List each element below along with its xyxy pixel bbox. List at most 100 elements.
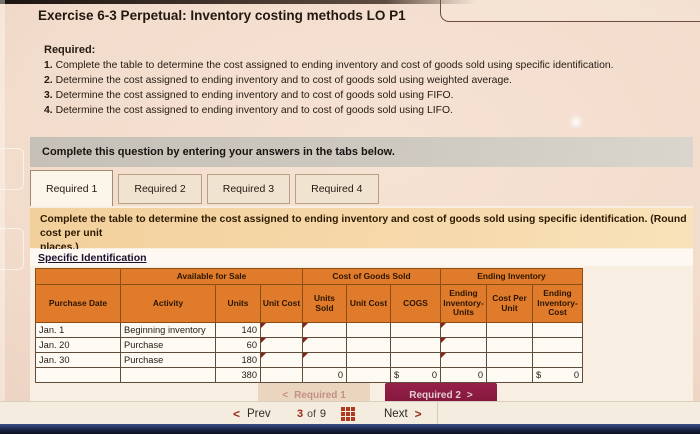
group-header-cogs: Cost of Goods Sold	[302, 268, 441, 285]
table-row-jan-30: Jan. 30 Purchase 180	[35, 352, 583, 368]
cutoff-side-element	[0, 148, 24, 190]
cogs-cell	[390, 337, 441, 353]
cogs-cell	[390, 352, 441, 368]
col-header-activity: Activity	[120, 284, 216, 323]
ending-units-total: 0	[440, 367, 487, 383]
date-total-cell	[35, 367, 121, 383]
tab-required-3[interactable]: Required 3	[206, 174, 291, 204]
col-header-unit-cost: Unit Cost	[260, 284, 303, 323]
instruction-line-1: Complete the table to determine the cost…	[40, 214, 687, 239]
ending-cost-cell	[532, 337, 583, 353]
required-item-2: 2. Determine the cost assigned to ending…	[44, 75, 512, 86]
unit-cost-cogs-total-cell	[346, 367, 391, 383]
unit-cost-input[interactable]	[260, 337, 303, 353]
unit-cost-input[interactable]	[260, 322, 303, 338]
tab-required-2[interactable]: Required 2	[118, 174, 202, 204]
unit-cost-total-cell	[260, 367, 303, 383]
dollar-sign: $	[536, 370, 542, 380]
tab-required-1[interactable]: Required 1	[30, 170, 114, 206]
date-cell: Jan. 30	[35, 352, 121, 368]
col-header-cost-per-unit: Cost Per Unit	[486, 284, 533, 323]
input-marker-icon	[303, 338, 308, 343]
chevron-left-icon: <	[233, 406, 241, 421]
monitor-bezel	[0, 424, 700, 434]
units-cell: 180	[215, 352, 261, 368]
input-marker-icon	[303, 353, 308, 358]
input-marker-icon	[441, 323, 446, 328]
ending-cost-cell	[532, 322, 583, 338]
pager-divider	[437, 402, 438, 425]
cogs-total: $0	[390, 367, 441, 383]
input-marker-icon	[441, 353, 446, 358]
ending-cost-cell	[532, 352, 583, 368]
ending-cost-total: $0	[532, 367, 583, 383]
required-1-panel: Complete the table to determine the cost…	[30, 206, 693, 407]
input-marker-icon	[261, 323, 266, 328]
units-sold-input[interactable]	[302, 322, 347, 338]
activity-total-cell	[120, 367, 216, 383]
ending-units-input[interactable]	[440, 352, 487, 368]
complete-question-banner: Complete this question by entering your …	[30, 137, 693, 167]
cost-per-unit-cell	[486, 337, 533, 353]
unit-cost-cogs-cell	[346, 337, 391, 353]
required-tabs: Required 1 Required 2 Required 3 Require…	[30, 170, 379, 206]
chevron-right-icon: >	[466, 389, 473, 401]
col-header-units: Units	[215, 284, 261, 323]
table-row-jan-1: Jan. 1 Beginning inventory 140	[35, 322, 583, 338]
input-marker-icon	[441, 338, 446, 343]
col-header-units-sold: Units Sold	[302, 284, 347, 323]
units-sold-total: 0	[302, 367, 347, 383]
date-cell: Jan. 20	[35, 337, 121, 353]
activity-cell: Beginning inventory	[120, 322, 216, 338]
question-map-grid-icon[interactable]	[341, 407, 355, 421]
ending-units-input[interactable]	[440, 322, 487, 338]
question-pager-bar: < Prev 3 of 9 Next >	[0, 401, 700, 425]
col-header-ending-inventory-units: Ending Inventory-Units	[440, 284, 487, 323]
col-header-unit-cost-cogs: Unit Cost	[346, 284, 391, 323]
input-marker-icon	[261, 353, 266, 358]
chevron-right-icon: >	[414, 406, 422, 421]
units-cell: 140	[215, 322, 261, 338]
cost-per-unit-total-cell	[486, 367, 533, 383]
units-sold-input[interactable]	[302, 352, 347, 368]
cutoff-side-element	[0, 228, 24, 270]
cost-per-unit-cell	[486, 322, 533, 338]
cost-per-unit-cell	[486, 352, 533, 368]
next-question-button[interactable]: Next >	[384, 406, 422, 421]
panel-instruction: Complete the table to determine the cost…	[30, 208, 693, 253]
screen-left-edge	[0, 0, 5, 434]
col-header-ending-inventory-cost: Ending Inventory-Cost	[532, 284, 583, 323]
tab-required-4[interactable]: Required 4	[295, 174, 379, 204]
required-list: 1. Complete the table to determine the c…	[44, 58, 692, 118]
units-cell: 60	[215, 337, 261, 353]
ending-units-input[interactable]	[440, 337, 487, 353]
units-sold-input[interactable]	[302, 337, 347, 353]
group-header-available-for-sale: Available for Sale	[120, 268, 303, 285]
group-header-ending-inventory: Ending Inventory	[440, 268, 583, 285]
cutoff-toolbar-outline	[440, 0, 700, 22]
units-total: 380	[215, 367, 261, 383]
input-marker-icon	[303, 323, 308, 328]
table-row-totals: 380 0 $0 0 $0	[35, 367, 583, 383]
chevron-left-icon: <	[282, 389, 289, 401]
specific-identification-table: Available for Sale Cost of Goods Sold En…	[35, 268, 583, 383]
section-strip: Specific Identification	[30, 249, 693, 266]
required-item-4: 4. Determine the cost assigned to ending…	[44, 105, 453, 116]
date-cell: Jan. 1	[35, 322, 121, 338]
unit-cost-cogs-cell	[346, 322, 391, 338]
table-row-jan-20: Jan. 20 Purchase 60	[35, 337, 583, 353]
instruction-line-2: places.)	[40, 242, 79, 253]
unit-cost-input[interactable]	[260, 352, 303, 368]
section-label: Specific Identification	[38, 251, 147, 264]
prev-question-button[interactable]: < Prev	[233, 406, 271, 421]
col-header-purchase-date: Purchase Date	[35, 284, 121, 323]
screen-top-edge	[0, 0, 700, 4]
activity-cell: Purchase	[120, 352, 216, 368]
required-item-1: 1. Complete the table to determine the c…	[44, 60, 614, 71]
cogs-cell	[390, 322, 441, 338]
corner-header-cell	[35, 268, 121, 285]
activity-cell: Purchase	[120, 337, 216, 353]
screen-glare	[568, 114, 584, 130]
page-indicator: 3 of 9	[297, 407, 327, 420]
